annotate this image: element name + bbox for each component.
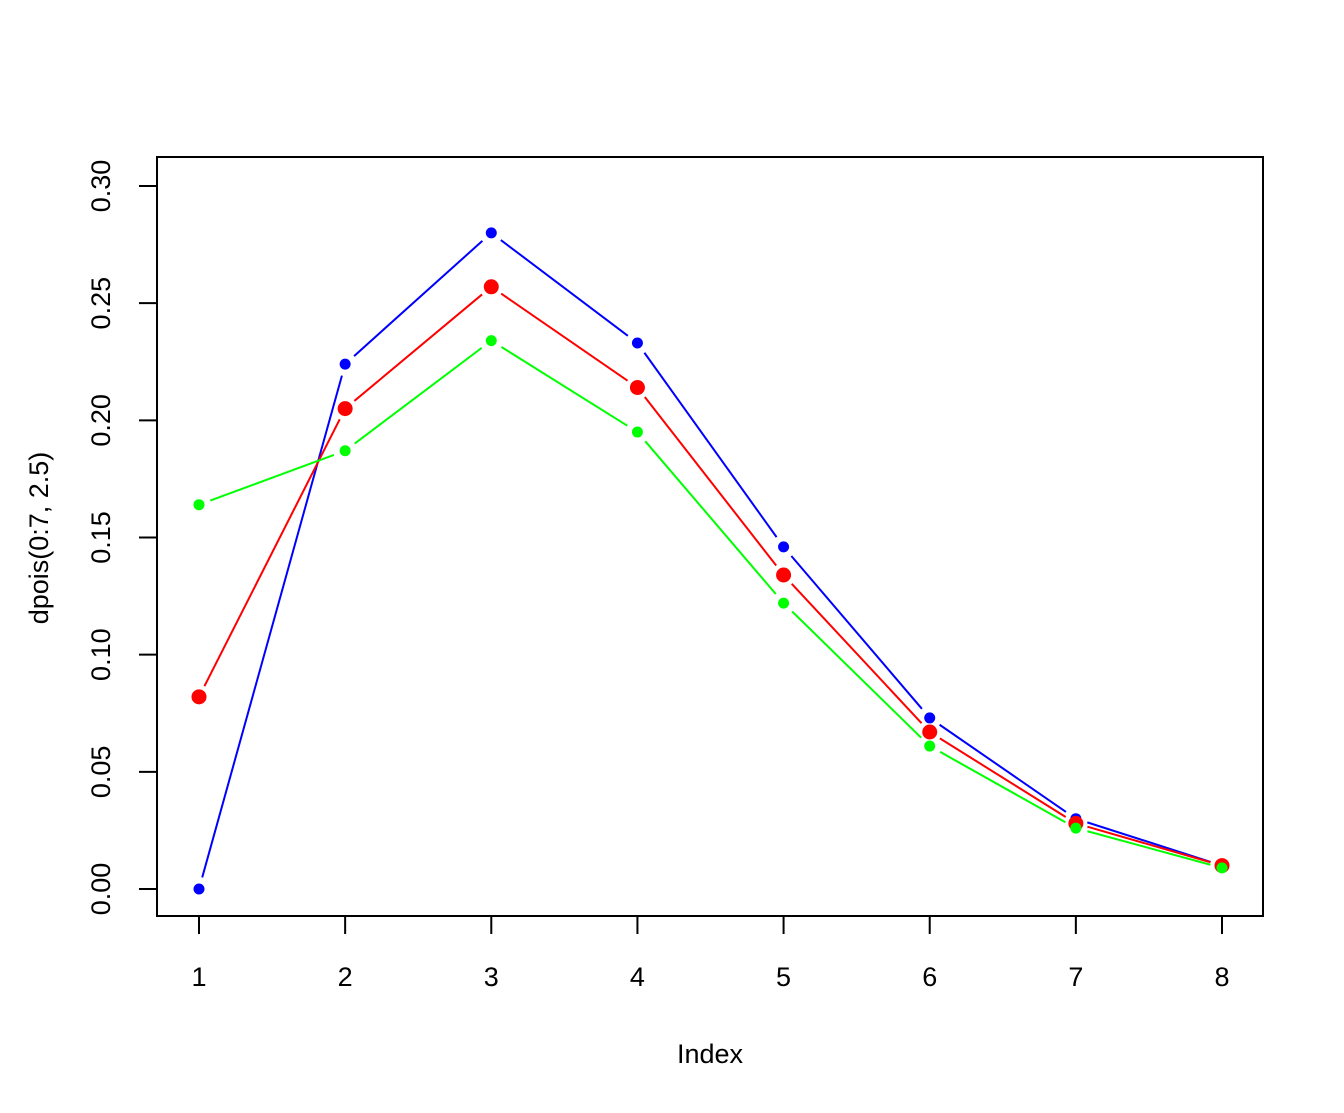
x-axis-ticks: 1 2 3 4 5 6 7 8: [191, 916, 1230, 992]
y-tick-label: 0.10: [86, 628, 116, 681]
y-tick-label: 0.00: [86, 863, 116, 916]
y-axis: 0.00 0.05 0.10 0.15 0.20 0.25 0.30: [86, 160, 158, 916]
x-tick-label: 5: [776, 962, 791, 992]
x-tick-label: 6: [922, 962, 937, 992]
series-3-segment: [500, 346, 628, 427]
series-2-point: [922, 724, 938, 740]
series-3-point: [1070, 822, 1082, 834]
series-3-segment: [791, 610, 922, 739]
y-tick-label: 0.15: [86, 511, 116, 564]
series-2-segment: [500, 292, 629, 382]
series-1-segment: [500, 239, 629, 337]
x-tick-label: 7: [1068, 962, 1083, 992]
series-1-segment: [790, 555, 923, 710]
series-2-point: [191, 689, 207, 705]
series-3: [193, 335, 1228, 874]
series-3-point: [339, 445, 351, 457]
series-3-segment: [644, 440, 777, 595]
series-1-point: [485, 227, 497, 239]
series-3-segment: [209, 454, 335, 502]
x-tick-label: 2: [338, 962, 353, 992]
series-2-segment: [1087, 825, 1211, 864]
y-axis-title: dpois(0:7, 2.5): [24, 452, 54, 625]
x-tick-label: 4: [630, 962, 645, 992]
series-2-segment: [203, 418, 341, 687]
series-3-point: [631, 426, 643, 438]
series-1-segment: [201, 375, 343, 878]
series-3-point: [778, 597, 790, 609]
series-1-segment: [643, 352, 778, 538]
x-axis-title: Index: [677, 1039, 744, 1069]
x-axis: 1 2 3 4 5 6 7 8: [191, 915, 1230, 992]
y-axis-ticks: 0.00 0.05 0.10 0.15 0.20 0.25 0.30: [86, 160, 157, 916]
series-2-segment: [353, 293, 483, 402]
series-3-segment: [354, 347, 483, 445]
series-2-point: [483, 279, 499, 295]
series-1: [193, 227, 1228, 895]
y-tick-label: 0.20: [86, 394, 116, 447]
series-3-segment: [939, 751, 1066, 824]
series-2-point: [337, 401, 353, 417]
series-2-segment: [791, 583, 923, 724]
x-tick-label: 1: [191, 962, 206, 992]
series-2-point: [629, 380, 645, 396]
series-3-point: [924, 740, 936, 752]
series-layer: [191, 227, 1230, 895]
series-1-point: [778, 541, 790, 553]
series-3-point: [193, 499, 205, 511]
series-2-segment: [939, 737, 1067, 818]
series-1-segment: [939, 723, 1067, 813]
series-2-point: [776, 567, 792, 583]
y-tick-label: 0.30: [86, 160, 116, 213]
series-3-point: [1216, 862, 1228, 874]
x-tick-label: 8: [1214, 962, 1229, 992]
series-2: [191, 279, 1230, 874]
series-3-point: [485, 335, 497, 347]
y-tick-label: 0.25: [86, 277, 116, 330]
series-2-segment: [644, 396, 777, 567]
plot-frame: [156, 156, 1264, 917]
series-1-point: [631, 337, 643, 349]
series-1-segment: [353, 240, 484, 357]
series-1-point: [924, 712, 936, 724]
series-3-segment: [1087, 830, 1211, 866]
y-tick-label: 0.05: [86, 746, 116, 799]
series-1-point: [193, 883, 205, 895]
x-tick-label: 3: [484, 962, 499, 992]
series-1-point: [339, 358, 351, 370]
